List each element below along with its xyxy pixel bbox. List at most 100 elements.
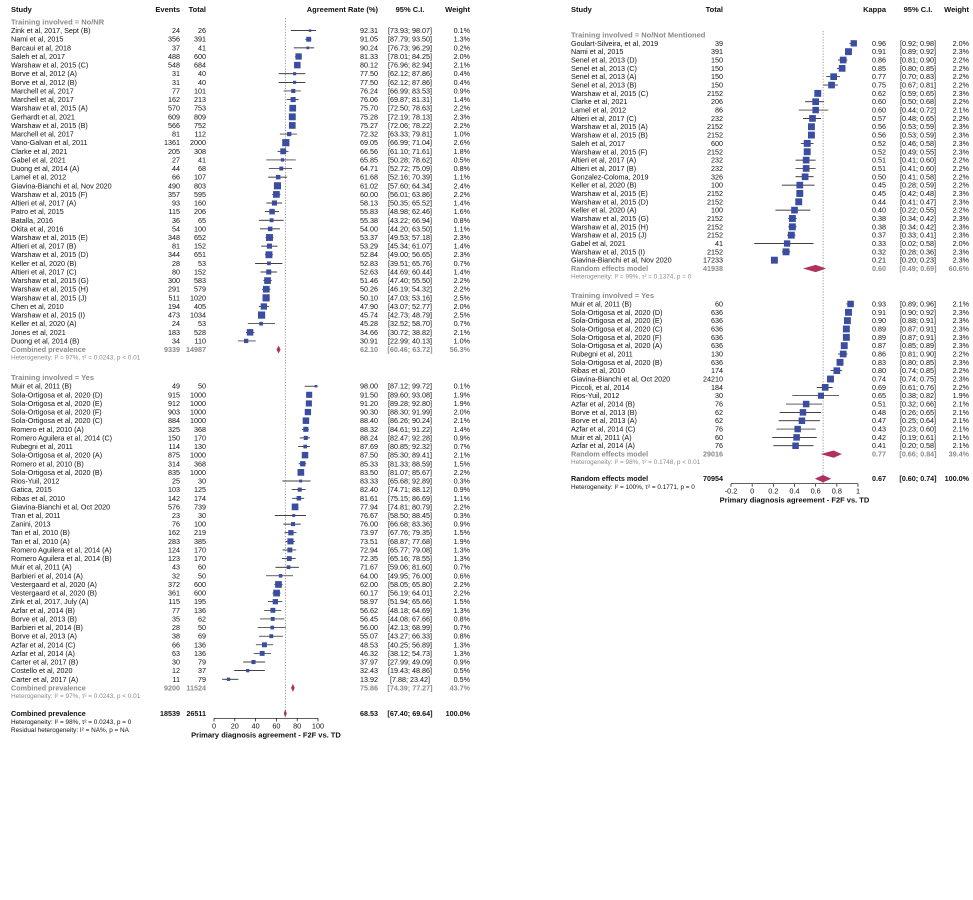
weight-value: 0.8% xyxy=(454,164,471,173)
total-value: 130 xyxy=(711,350,723,359)
total-value: 391 xyxy=(194,35,206,44)
weight-value: 1.3% xyxy=(454,554,471,563)
total-value: 11524 xyxy=(186,683,206,692)
events-value: 54 xyxy=(172,224,180,233)
weight-value: 0.2% xyxy=(454,43,471,52)
ci-value: [0.28; 0.59] xyxy=(900,181,936,190)
weight-value: 0.9% xyxy=(454,433,471,442)
study-name: Clarke et al, 2021 xyxy=(571,97,627,106)
estimate-value: 0.51 xyxy=(872,156,886,165)
weight-value: 2.3% xyxy=(953,189,970,198)
study-name: Jones et al, 2021 xyxy=(11,328,66,337)
estimate-value: 81.33 xyxy=(360,52,378,61)
total-value: 53 xyxy=(198,259,206,268)
weight-value: 0.7% xyxy=(454,259,471,268)
events-value: 205 xyxy=(168,147,180,156)
weight-value: 2.2% xyxy=(953,181,970,190)
weight-value: 1.3% xyxy=(454,35,471,44)
total-value: 65 xyxy=(198,216,206,225)
total-value: 69 xyxy=(198,632,206,641)
study-name: Romero et al, 2010 (A) xyxy=(11,425,84,434)
ci-value: [75.15; 86.69] xyxy=(388,494,432,503)
ci-value: [63.33; 79.81] xyxy=(388,130,432,139)
estimate-value: 75.86 xyxy=(360,683,378,692)
study-estimate-square xyxy=(291,88,296,94)
total-value: 41938 xyxy=(703,264,723,273)
study-estimate-square xyxy=(246,329,254,336)
weight-value: 1.5% xyxy=(454,459,471,468)
study-name: Azfar et al, 2014 (B) xyxy=(11,606,75,615)
total-value: 1000 xyxy=(190,408,206,417)
ci-value: [0.81; 0.90] xyxy=(900,56,936,65)
ci-value: [30.72; 38.82] xyxy=(388,328,432,337)
estimate-value: 0.42 xyxy=(872,433,886,442)
ci-value: [44.08; 67.66] xyxy=(388,614,432,623)
study-name: Warshaw et al, 2015 (D) xyxy=(11,250,88,259)
events-value: 76 xyxy=(172,520,180,529)
total-value: 76 xyxy=(715,400,723,409)
study-name: Sola-Ortigosa et al, 2020 (E) xyxy=(11,399,102,408)
study-estimate-square xyxy=(266,234,273,241)
subgroup-summary-diamond xyxy=(276,345,281,354)
study-estimate-square xyxy=(788,223,796,231)
estimate-value: 52.84 xyxy=(360,250,378,259)
study-estimate-square xyxy=(809,115,816,122)
events-value: 34 xyxy=(172,336,180,345)
ci-value: [56.19; 64.01] xyxy=(388,589,432,598)
x-tick-label: -0.2 xyxy=(725,487,738,496)
ci-value: [66.68; 83.36] xyxy=(388,520,432,529)
study-estimate-square xyxy=(845,48,852,56)
ci-value: [0.48; 0.65] xyxy=(900,114,936,123)
ci-value: [0.41; 0.47] xyxy=(900,197,936,206)
events-value: 314 xyxy=(168,459,180,468)
events-value: 372 xyxy=(168,580,180,589)
subgroup-title: Training involved = Yes xyxy=(11,373,94,382)
ci-value: [0.20; 0.58] xyxy=(900,441,936,450)
weight-value: 2.3% xyxy=(953,324,970,333)
total-value: 100 xyxy=(194,520,206,529)
estimate-value: 66.56 xyxy=(360,147,378,156)
study-estimate-square xyxy=(282,139,290,147)
study-estimate-square xyxy=(287,547,293,553)
total-value: 206 xyxy=(711,97,723,106)
estimate-value: 0.83 xyxy=(872,358,886,367)
events-value: 548 xyxy=(168,61,180,70)
study-estimate-square xyxy=(845,308,852,316)
study-estimate-square xyxy=(278,574,283,578)
study-estimate-square xyxy=(269,218,274,223)
estimate-value: 76.00 xyxy=(360,520,378,529)
header-total: Total xyxy=(706,5,723,14)
study-name: Carter et al, 2017 (B) xyxy=(11,658,78,667)
events-value: 1361 xyxy=(164,138,180,147)
events-value: 81 xyxy=(172,242,180,251)
study-name: Senel et al, 2013 (D) xyxy=(571,56,637,65)
weight-value: 2.2% xyxy=(953,97,970,106)
study-estimate-square xyxy=(279,166,284,171)
weight-value: 2.3% xyxy=(953,147,970,156)
events-value: 123 xyxy=(168,554,180,563)
study-name: Tan et al, 2010 (B) xyxy=(11,528,70,537)
total-value: 160 xyxy=(194,199,206,208)
study-estimate-square xyxy=(812,98,820,106)
weight-value: 0.9% xyxy=(454,86,471,95)
weight-value: 2.1% xyxy=(454,61,471,70)
ci-value: [65.68; 92.89] xyxy=(388,477,432,486)
study-name: Borve et al, 2013 (A) xyxy=(571,416,637,425)
events-value: 115 xyxy=(169,597,180,606)
total-value: 600 xyxy=(711,139,723,148)
ci-value: [0.28; 0.36] xyxy=(900,247,936,256)
study-name: Sola-Ortigosa et al, 2020 (B) xyxy=(11,468,102,477)
weight-value: 1.9% xyxy=(953,391,970,400)
study-estimate-square xyxy=(842,325,850,333)
study-estimate-square xyxy=(842,333,850,341)
study-name: Rios-Yuil, 2012 xyxy=(571,391,619,400)
ci-value: [66.99; 83.53] xyxy=(388,86,432,95)
total-value: 110 xyxy=(195,336,206,345)
study-name: Warshaw et al, 2015 (J) xyxy=(11,293,87,302)
study-name: Romero Aguilera et al, 2014 (B) xyxy=(11,554,112,563)
study-name: Ribas et al, 2010 xyxy=(571,366,625,375)
weight-value: 2.2% xyxy=(454,276,471,285)
total-value: 739 xyxy=(194,502,206,511)
ci-value: [43.27; 66.33] xyxy=(388,632,432,641)
total-value: 232 xyxy=(711,164,723,173)
